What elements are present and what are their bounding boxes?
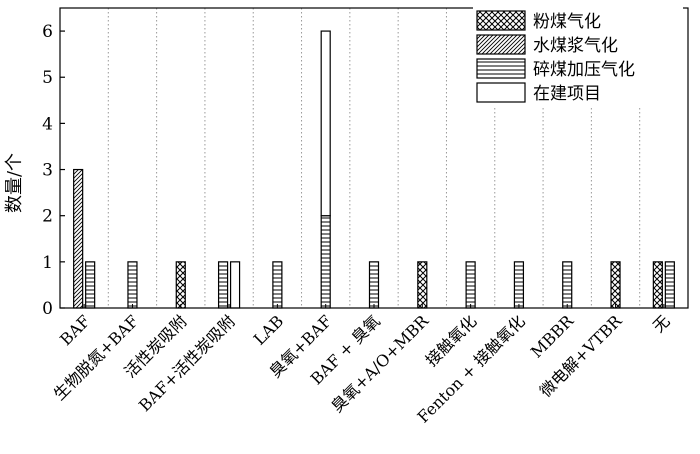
legend-swatch-crosshatch	[476, 10, 526, 31]
legend-label: 在建项目	[533, 84, 601, 104]
y-tick-label: 1	[42, 253, 53, 273]
bar-stacked-in-construction	[320, 30, 331, 217]
y-tick-label: 6	[42, 22, 53, 42]
x-category-label: LAB	[250, 311, 287, 348]
bar-horizontal	[85, 261, 96, 309]
y-tick-label: 4	[42, 114, 53, 134]
bar-horizontal	[368, 261, 380, 309]
bar-horizontal	[272, 261, 283, 309]
bar-none	[229, 261, 241, 309]
legend-swatch-horizontal	[476, 58, 526, 79]
bar-crosshatch	[417, 261, 428, 309]
bar-diagonal	[73, 168, 84, 309]
y-axis-ticks: 0 1 2 3 4 5 6	[42, 22, 65, 319]
bar-horizontal	[217, 261, 229, 309]
bar-crosshatch	[175, 261, 186, 309]
legend-swatch-none	[476, 82, 526, 103]
bar-horizontal	[127, 261, 138, 309]
legend-swatch-diagonal	[476, 34, 526, 55]
bar-horizontal	[320, 215, 331, 309]
y-tick-label: 2	[42, 207, 53, 227]
legend-label: 水煤浆气化	[533, 36, 618, 56]
legend-label: 碎煤加压气化	[533, 60, 635, 80]
legend-label: 粉煤气化	[533, 12, 601, 32]
y-tick-label: 3	[42, 161, 53, 181]
x-category-label: 生物脱氮+BAF	[50, 311, 143, 404]
x-category-label: 无	[649, 311, 674, 336]
axes	[59, 7, 689, 309]
y-axis-title: 数量/个	[4, 153, 25, 213]
bar-horizontal	[562, 261, 573, 309]
y-tick-label: 5	[42, 68, 53, 88]
bar-crosshatch	[610, 261, 621, 309]
bars	[73, 30, 675, 309]
bar-crosshatch	[652, 261, 663, 309]
x-category-label: BAF	[56, 311, 94, 349]
bar-horizontal	[465, 261, 476, 309]
bar-horizontal	[513, 261, 525, 309]
y-tick-label: 0	[42, 299, 53, 319]
bar-horizontal	[664, 261, 675, 309]
